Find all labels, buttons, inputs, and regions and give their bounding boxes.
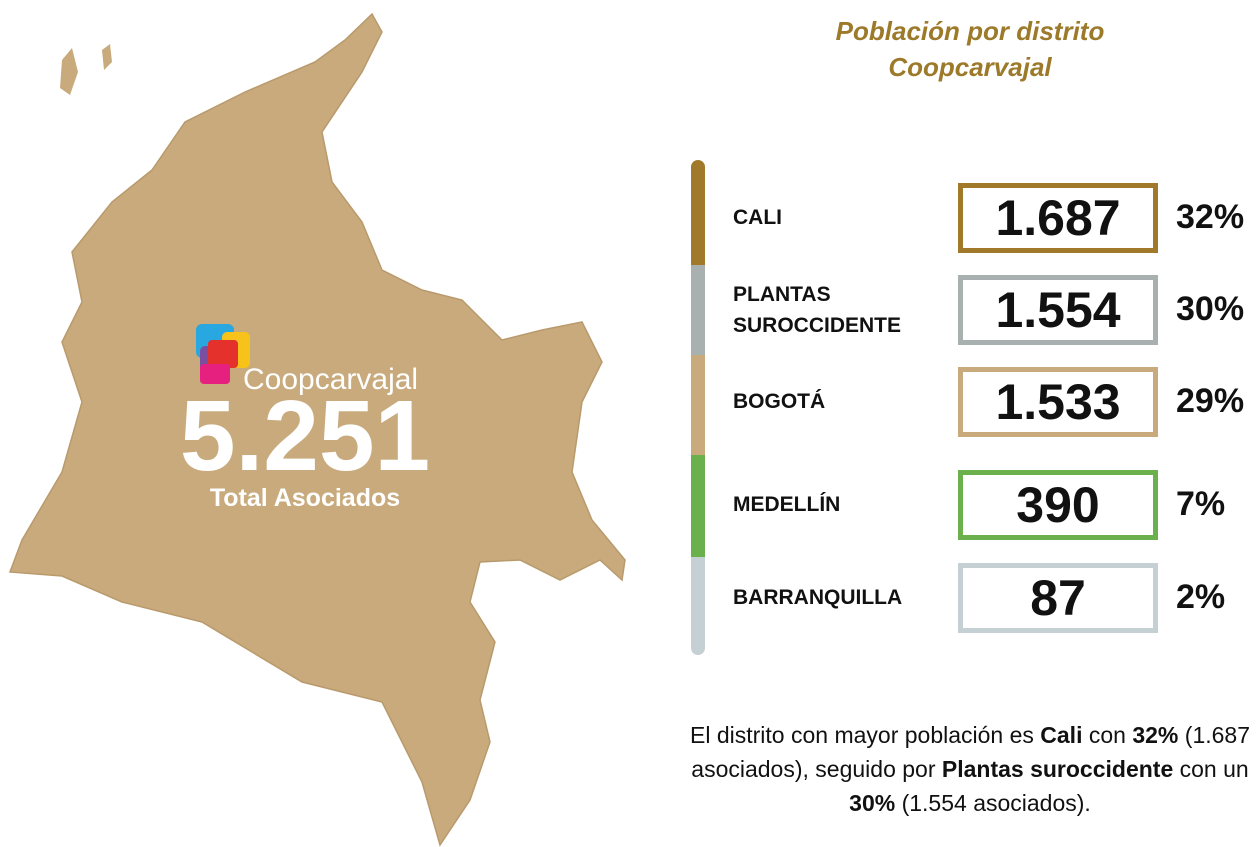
district-percent: 2% bbox=[1176, 578, 1226, 616]
island bbox=[60, 48, 78, 95]
district-value: 390 bbox=[958, 470, 1158, 540]
district-name: MEDELLÍN bbox=[733, 493, 841, 516]
text: 32% bbox=[1132, 722, 1179, 748]
district-value: 87 bbox=[958, 563, 1158, 633]
district-percent: 30% bbox=[1176, 290, 1245, 328]
color-segment bbox=[691, 160, 705, 265]
text: Plantas suroccidente bbox=[941, 756, 1174, 782]
text: con bbox=[1082, 722, 1133, 748]
total-value: 5.251 bbox=[180, 380, 430, 492]
brand: Coopcarvajal bbox=[243, 363, 418, 396]
district-name: PLANTAS SUROCCIDENTE bbox=[733, 282, 902, 338]
color-segment bbox=[691, 557, 705, 655]
island bbox=[102, 44, 112, 70]
total-label: Total Asociados bbox=[210, 484, 400, 512]
color-segment bbox=[691, 455, 705, 557]
text: 30% bbox=[849, 790, 896, 816]
text: (1.687 asociados), seguido por bbox=[691, 722, 1250, 782]
text: El distrito con mayor población es bbox=[690, 722, 1041, 748]
district-percent: 7% bbox=[1176, 485, 1226, 523]
district-percent: 32% bbox=[1176, 198, 1245, 236]
district-value: 1.687 bbox=[958, 183, 1158, 253]
title: Población por distrito bbox=[835, 16, 1105, 46]
title: Coopcarvajal bbox=[888, 52, 1052, 82]
district-name: BOGOTÁ bbox=[733, 390, 826, 413]
district-value: 1.533 bbox=[958, 367, 1158, 437]
district-name: CALI bbox=[733, 206, 782, 229]
district-name: BARRANQUILLA bbox=[733, 586, 903, 609]
summary: El distrito con mayor población es Cali … bbox=[690, 718, 1250, 820]
map: Coopcarvajal 5.251 Total Asociados bbox=[8, 12, 626, 847]
text: Cali bbox=[1040, 722, 1083, 748]
color-segment bbox=[691, 265, 705, 355]
color-segment bbox=[691, 355, 705, 455]
text: (1.554 asociados). bbox=[895, 790, 1091, 816]
country-shape bbox=[8, 12, 626, 847]
logo-icon bbox=[196, 324, 250, 384]
district-percent: 29% bbox=[1176, 382, 1245, 420]
district-value: 1.554 bbox=[958, 275, 1158, 345]
text: con un bbox=[1173, 756, 1249, 782]
